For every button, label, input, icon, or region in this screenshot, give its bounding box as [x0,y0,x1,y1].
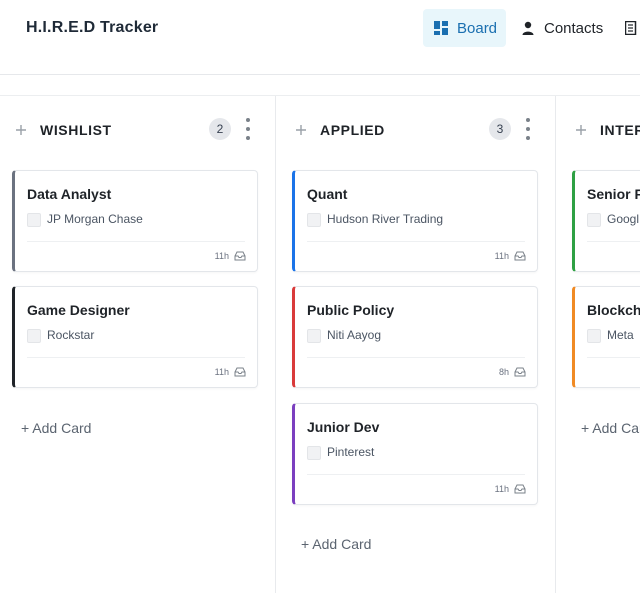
company-name: Pinterest [327,445,375,459]
board-icon [433,20,449,36]
more-options-icon[interactable] [525,118,531,142]
column-applied: APPLIED 3 Quant Hudson River Trading 11h… [280,96,555,594]
job-card[interactable]: Data Analyst JP Morgan Chase 11h [12,170,258,272]
company-name: Niti Aayog [327,328,382,342]
app-title: H.I.R.E.D Tracker [26,19,159,36]
company-name: Hudson River Trading [327,212,444,226]
job-title: Quant [307,186,348,202]
job-title: Blockcha [587,302,640,318]
divider [587,357,640,358]
user-icon [520,20,536,36]
time-ago: 11h [214,251,229,261]
nav-contacts-label: Contacts [544,19,604,37]
card-count-badge: 3 [489,118,511,140]
divider [587,241,640,242]
inbox-icon [234,367,246,377]
job-title: Senior R [587,186,640,202]
more-options-icon[interactable] [245,118,251,142]
nav-board-button[interactable]: Board [423,9,506,47]
job-card[interactable]: Blockcha Meta [572,286,640,388]
company-logo [27,213,41,227]
add-card-button[interactable]: + Add Card [21,420,92,436]
job-title: Public Policy [307,302,395,318]
company-name: Rockstar [47,328,95,342]
job-title: Game Designer [27,302,130,318]
drag-handle-icon[interactable] [296,125,306,135]
column-header: WISHLIST 2 [0,96,280,162]
company-name: Meta [607,328,634,342]
column-header: INTER [560,96,640,162]
time-ago: 11h [214,367,229,377]
time-ago: 11h [494,251,509,261]
job-card[interactable]: Public Policy Niti Aayog 8h [292,286,538,388]
column-title: WISHLIST [40,122,112,138]
company-logo [307,446,321,460]
company-name: JP Morgan Chase [47,212,143,226]
drag-handle-icon[interactable] [16,125,26,135]
job-card[interactable]: Senior R Googl [572,170,640,272]
divider [307,474,525,475]
company-logo [27,329,41,343]
top-bar: H.I.R.E.D Tracker Board Contacts [0,0,640,75]
column-header: APPLIED 3 [280,96,560,162]
company-logo [587,329,601,343]
column-interview: INTER Senior R Googl Blockcha Meta + Add… [560,96,640,594]
job-title: Junior Dev [307,419,380,435]
job-card[interactable]: Game Designer Rockstar 11h [12,286,258,388]
job-card[interactable]: Quant Hudson River Trading 11h [292,170,538,272]
column-divider [555,96,556,593]
add-card-button[interactable]: + Add Card [301,536,372,552]
inbox-icon [514,367,526,377]
drag-handle-icon[interactable] [576,125,586,135]
inbox-icon [234,251,246,261]
divider [307,241,525,242]
column-divider [275,96,276,593]
time-ago: 11h [494,484,509,494]
nav-contacts-button[interactable]: Contacts [510,9,610,47]
time-ago: 8h [498,367,509,377]
divider [27,357,245,358]
company-name: Googl [607,212,640,226]
job-title: Data Analyst [27,186,112,202]
job-card[interactable]: Junior Dev Pinterest 11h [292,403,538,505]
divider [307,357,525,358]
column-title: INTER [600,122,640,138]
inbox-icon [514,484,526,494]
card-count-badge: 2 [209,118,231,140]
document-icon[interactable] [624,20,637,36]
company-logo [587,213,601,227]
inbox-icon [514,251,526,261]
kanban-board: WISHLIST 2 Data Analyst JP Morgan Chase … [0,95,640,594]
company-logo [307,213,321,227]
column-wishlist: WISHLIST 2 Data Analyst JP Morgan Chase … [0,96,275,594]
column-title: APPLIED [320,122,385,138]
nav-board-label: Board [457,19,498,37]
divider [27,241,245,242]
add-card-button[interactable]: + Add Car [581,420,640,436]
company-logo [307,329,321,343]
